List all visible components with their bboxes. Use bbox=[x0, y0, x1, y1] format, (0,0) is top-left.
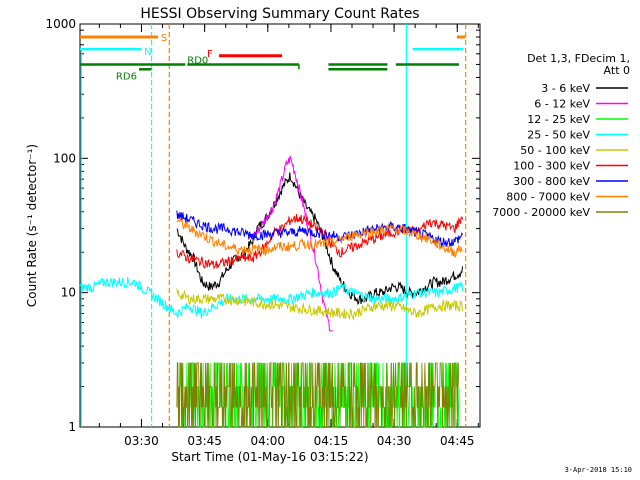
chart-title: HESSI Observing Summary Count Rates bbox=[140, 6, 419, 22]
x-tick-label: 04:15 bbox=[314, 434, 349, 448]
y-tick-label: 10 bbox=[61, 286, 76, 300]
flag-label-rd0: RD0 bbox=[187, 55, 208, 66]
legend-label: 300 - 800 keV bbox=[513, 175, 590, 188]
y-tick-label: 1000 bbox=[45, 17, 76, 31]
x-tick-label: 04:45 bbox=[440, 434, 475, 448]
legend-label: 3 - 6 keV bbox=[541, 82, 590, 95]
legend-header-2: Att 0 bbox=[604, 64, 630, 77]
legend-label: 800 - 7000 keV bbox=[506, 191, 590, 204]
legend-label: 100 - 300 keV bbox=[513, 160, 590, 173]
flag-label-f: F bbox=[207, 49, 213, 60]
x-tick-label: 04:00 bbox=[250, 434, 285, 448]
series-line-7 bbox=[176, 217, 463, 259]
x-axis-label: Start Time (01-May-16 03:15:22) bbox=[171, 450, 368, 464]
series-line-5 bbox=[176, 214, 464, 270]
x-tick-label: 03:45 bbox=[187, 434, 222, 448]
series-line-8 bbox=[176, 362, 460, 428]
flag-label-rd6: RD6 bbox=[116, 71, 137, 82]
timestamp: 3-Apr-2018 15:10 bbox=[564, 466, 632, 474]
flag-label-s: S bbox=[161, 33, 167, 44]
x-tick-label: 03:30 bbox=[124, 434, 159, 448]
y-tick-label: 100 bbox=[53, 151, 76, 165]
series-line-1 bbox=[247, 155, 333, 332]
y-tick-label: 1 bbox=[68, 420, 76, 434]
plot-frame bbox=[79, 23, 481, 428]
y-axis-label: Count Rate (s⁻¹ detector⁻¹) bbox=[25, 144, 39, 307]
legend-label: 6 - 12 keV bbox=[534, 98, 590, 111]
series-line-4 bbox=[176, 288, 464, 321]
legend-label: 12 - 25 keV bbox=[527, 113, 590, 126]
x-tick-label: 04:30 bbox=[377, 434, 412, 448]
legend-label: 7000 - 20000 keV bbox=[492, 206, 590, 219]
series-line-3 bbox=[79, 277, 464, 319]
legend-label: 50 - 100 keV bbox=[520, 144, 590, 157]
flag-label-n: N bbox=[144, 47, 151, 58]
legend-label: 25 - 50 keV bbox=[527, 129, 590, 142]
series-line-6 bbox=[176, 210, 464, 248]
legend-header-1: Det 1,3, FDecim 1, bbox=[527, 52, 630, 65]
